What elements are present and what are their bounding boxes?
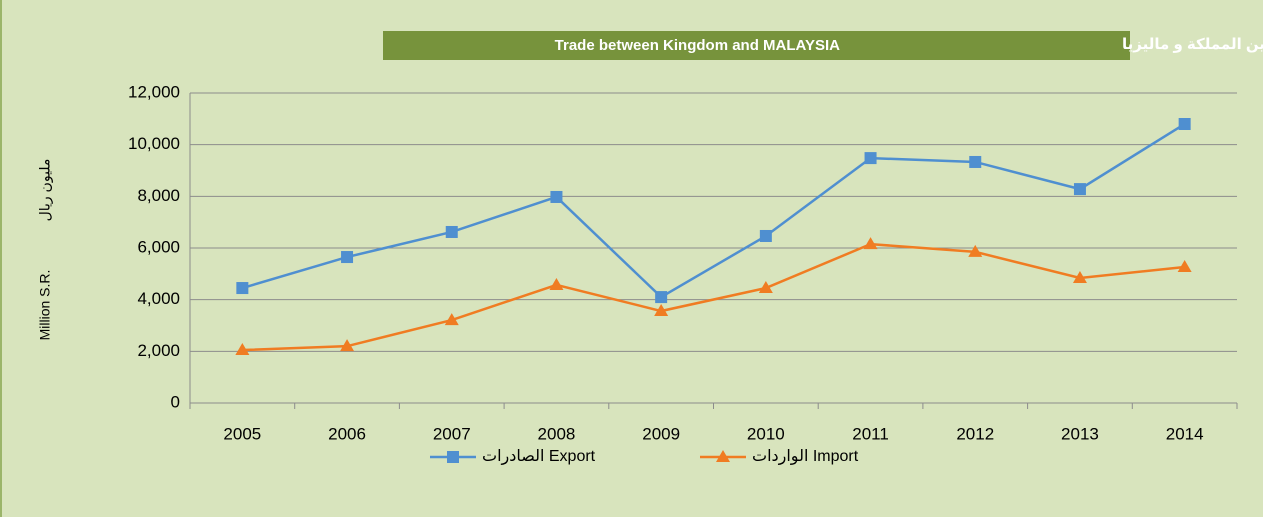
x-tick-label: 2007 [433, 424, 471, 443]
marker [341, 251, 354, 264]
x-tick-label: 2008 [538, 424, 576, 443]
y-tick-label: 2,000 [137, 341, 180, 360]
x-tick-label: 2013 [1061, 424, 1099, 443]
line [241, 122, 1186, 299]
chart-title-ar: التبادل التجاري بين المملكة و ماليزيا [1122, 36, 1263, 54]
marker [549, 277, 564, 290]
x-tick-label: 2006 [328, 424, 366, 443]
marker [235, 343, 250, 356]
marker [969, 155, 982, 168]
x-tick-label: 2010 [747, 424, 785, 443]
marker [340, 339, 355, 352]
marker [716, 450, 730, 462]
marker [550, 190, 563, 203]
x-tick-label: 2009 [642, 424, 680, 443]
y-axis-label: Million S.R. [37, 270, 53, 341]
y-tick-label: 4,000 [137, 289, 180, 308]
y-axis-label-ar: مليون ريال [37, 159, 54, 222]
marker [864, 152, 877, 165]
y-tick-label: 10,000 [128, 134, 180, 153]
y-tick-label: 8,000 [137, 186, 180, 205]
x-tick-label: 2012 [956, 424, 994, 443]
x-tick-label: 2005 [223, 424, 261, 443]
y-tick-label: 0 [171, 392, 180, 411]
marker [655, 291, 668, 304]
legend-label: الصادرات Export [482, 448, 596, 466]
title-box [383, 31, 1130, 60]
marker [1073, 183, 1086, 196]
marker [968, 244, 983, 257]
chart-title: Trade between Kingdom and MALAYSIA [555, 37, 840, 54]
legend-label: الواردات Import [752, 448, 859, 466]
marker [1072, 270, 1087, 283]
line [242, 242, 1185, 352]
marker [1177, 259, 1192, 272]
marker [654, 304, 669, 317]
marker [445, 225, 458, 238]
marker [236, 282, 249, 295]
marker [447, 451, 459, 463]
marker [759, 229, 772, 242]
marker [1178, 118, 1191, 130]
marker [758, 281, 773, 294]
marker [444, 313, 459, 326]
y-tick-label: 6,000 [137, 237, 180, 256]
y-tick-label: 12,000 [128, 82, 180, 101]
marker [863, 237, 878, 250]
x-tick-label: 2011 [852, 424, 889, 443]
x-tick-label: 2014 [1166, 424, 1204, 443]
